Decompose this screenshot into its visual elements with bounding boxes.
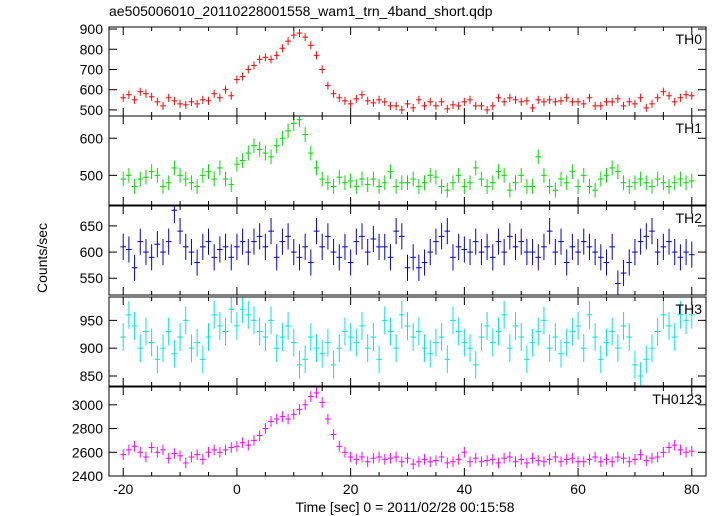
- y-tick-label: 550: [80, 270, 104, 286]
- x-axis-label: Time [sec] 0 = 2011/02/28 00:15:58: [295, 499, 514, 515]
- y-tick-label: 900: [80, 340, 104, 356]
- panel-frame: [108, 296, 707, 387]
- y-tick-label: 2800: [72, 421, 103, 437]
- y-tick-label: 850: [80, 368, 104, 384]
- x-tick-label: -20: [113, 481, 133, 497]
- panel-label: TH1: [676, 120, 703, 136]
- series-th1: [120, 116, 695, 198]
- y-tick-label: 2600: [72, 444, 103, 460]
- panel-label: TH2: [676, 210, 703, 226]
- panel-label: TH0: [676, 31, 703, 47]
- y-tick-label: 600: [80, 130, 104, 146]
- panel-th3: 850 900 950 TH3: [80, 296, 707, 387]
- y-tick-label: 900: [80, 21, 104, 37]
- panel-th0123: 2400 2600 2800 3000 TH0123: [72, 386, 707, 484]
- panel-th2: 550 600 650 TH2: [80, 205, 707, 296]
- panel-frame: [108, 205, 707, 296]
- y-tick-label: 500: [80, 102, 104, 118]
- y-tick-label: 650: [80, 218, 104, 234]
- y-tick-label: 500: [80, 167, 104, 183]
- x-tick-label: 60: [570, 481, 586, 497]
- y-tick-label: 600: [80, 82, 104, 98]
- x-tick-label: 0: [233, 481, 241, 497]
- y-axis-label: Counts/sec: [34, 223, 50, 293]
- panel-th1: 500 600 TH1: [80, 115, 707, 206]
- y-tick-label: 700: [80, 61, 104, 77]
- series-th2: [120, 206, 695, 295]
- y-tick-label: 3000: [72, 397, 103, 413]
- panel-label: TH3: [676, 301, 703, 317]
- x-tick-label: 40: [457, 481, 473, 497]
- y-tick-label: 950: [80, 312, 104, 328]
- y-tick-label: 800: [80, 41, 104, 57]
- panel-label: TH0123: [652, 391, 702, 407]
- y-tick-label: 2400: [72, 468, 103, 484]
- series-th0123: [120, 387, 695, 470]
- series-th3: [120, 297, 695, 386]
- x-tick-label: 20: [343, 481, 359, 497]
- series-th0: [120, 29, 695, 114]
- panel-frame: [108, 115, 707, 206]
- chart-title: ae505006010_20110228001558_wam1_trn_4ban…: [109, 3, 493, 19]
- x-tick-label: 80: [684, 481, 700, 497]
- panel-th0: 500 600 700 800 900 TH0: [80, 21, 707, 118]
- y-tick-label: 600: [80, 244, 104, 260]
